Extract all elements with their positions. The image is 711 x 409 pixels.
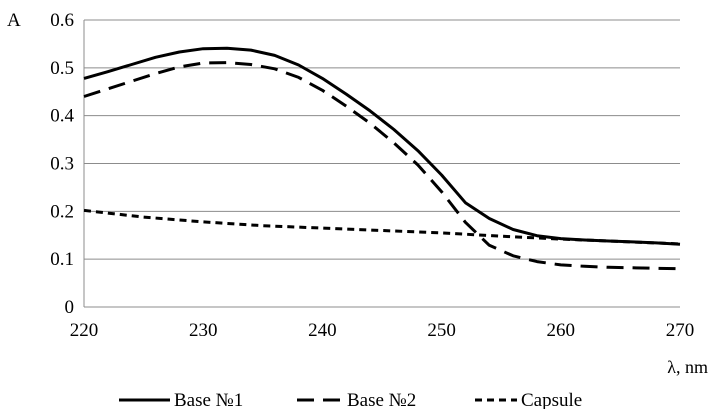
x-tick-label: 260 [547,320,576,341]
x-tick-label: 220 [70,320,99,341]
y-tick-label: 0.1 [50,249,74,270]
x-tick-label: 250 [427,320,456,341]
series-line-3 [83,208,681,246]
y-tick-label: 0 [65,297,75,318]
y-tick-label: 0.2 [50,201,74,222]
y-tick-label: 0.4 [50,106,74,127]
series-line-1 [83,46,681,246]
legend: Base №1 Base №2 Capsule [119,390,582,409]
series-line-2 [83,61,681,271]
x-tick-label: 240 [308,320,337,341]
x-tick-label: 230 [189,320,218,341]
legend-label-3: Capsule [521,390,582,409]
grid-lines [83,19,680,308]
legend-label-2: Base №2 [347,390,416,409]
y-tick-label: 0.3 [50,154,74,175]
y-tick-labels: 0 0.1 0.2 0.3 0.4 0.5 0.6 [50,10,74,318]
x-tick-labels: 220 230 240 250 260 270 [70,320,695,341]
y-tick-label: 0.5 [50,58,74,79]
y-axis-label: A [7,10,21,31]
legend-label-1: Base №1 [174,390,243,409]
y-tick-label: 0.6 [50,10,74,31]
x-tick-label: 270 [666,320,695,341]
x-axis-label: λ, nm [667,357,708,377]
series-layer [83,46,681,271]
